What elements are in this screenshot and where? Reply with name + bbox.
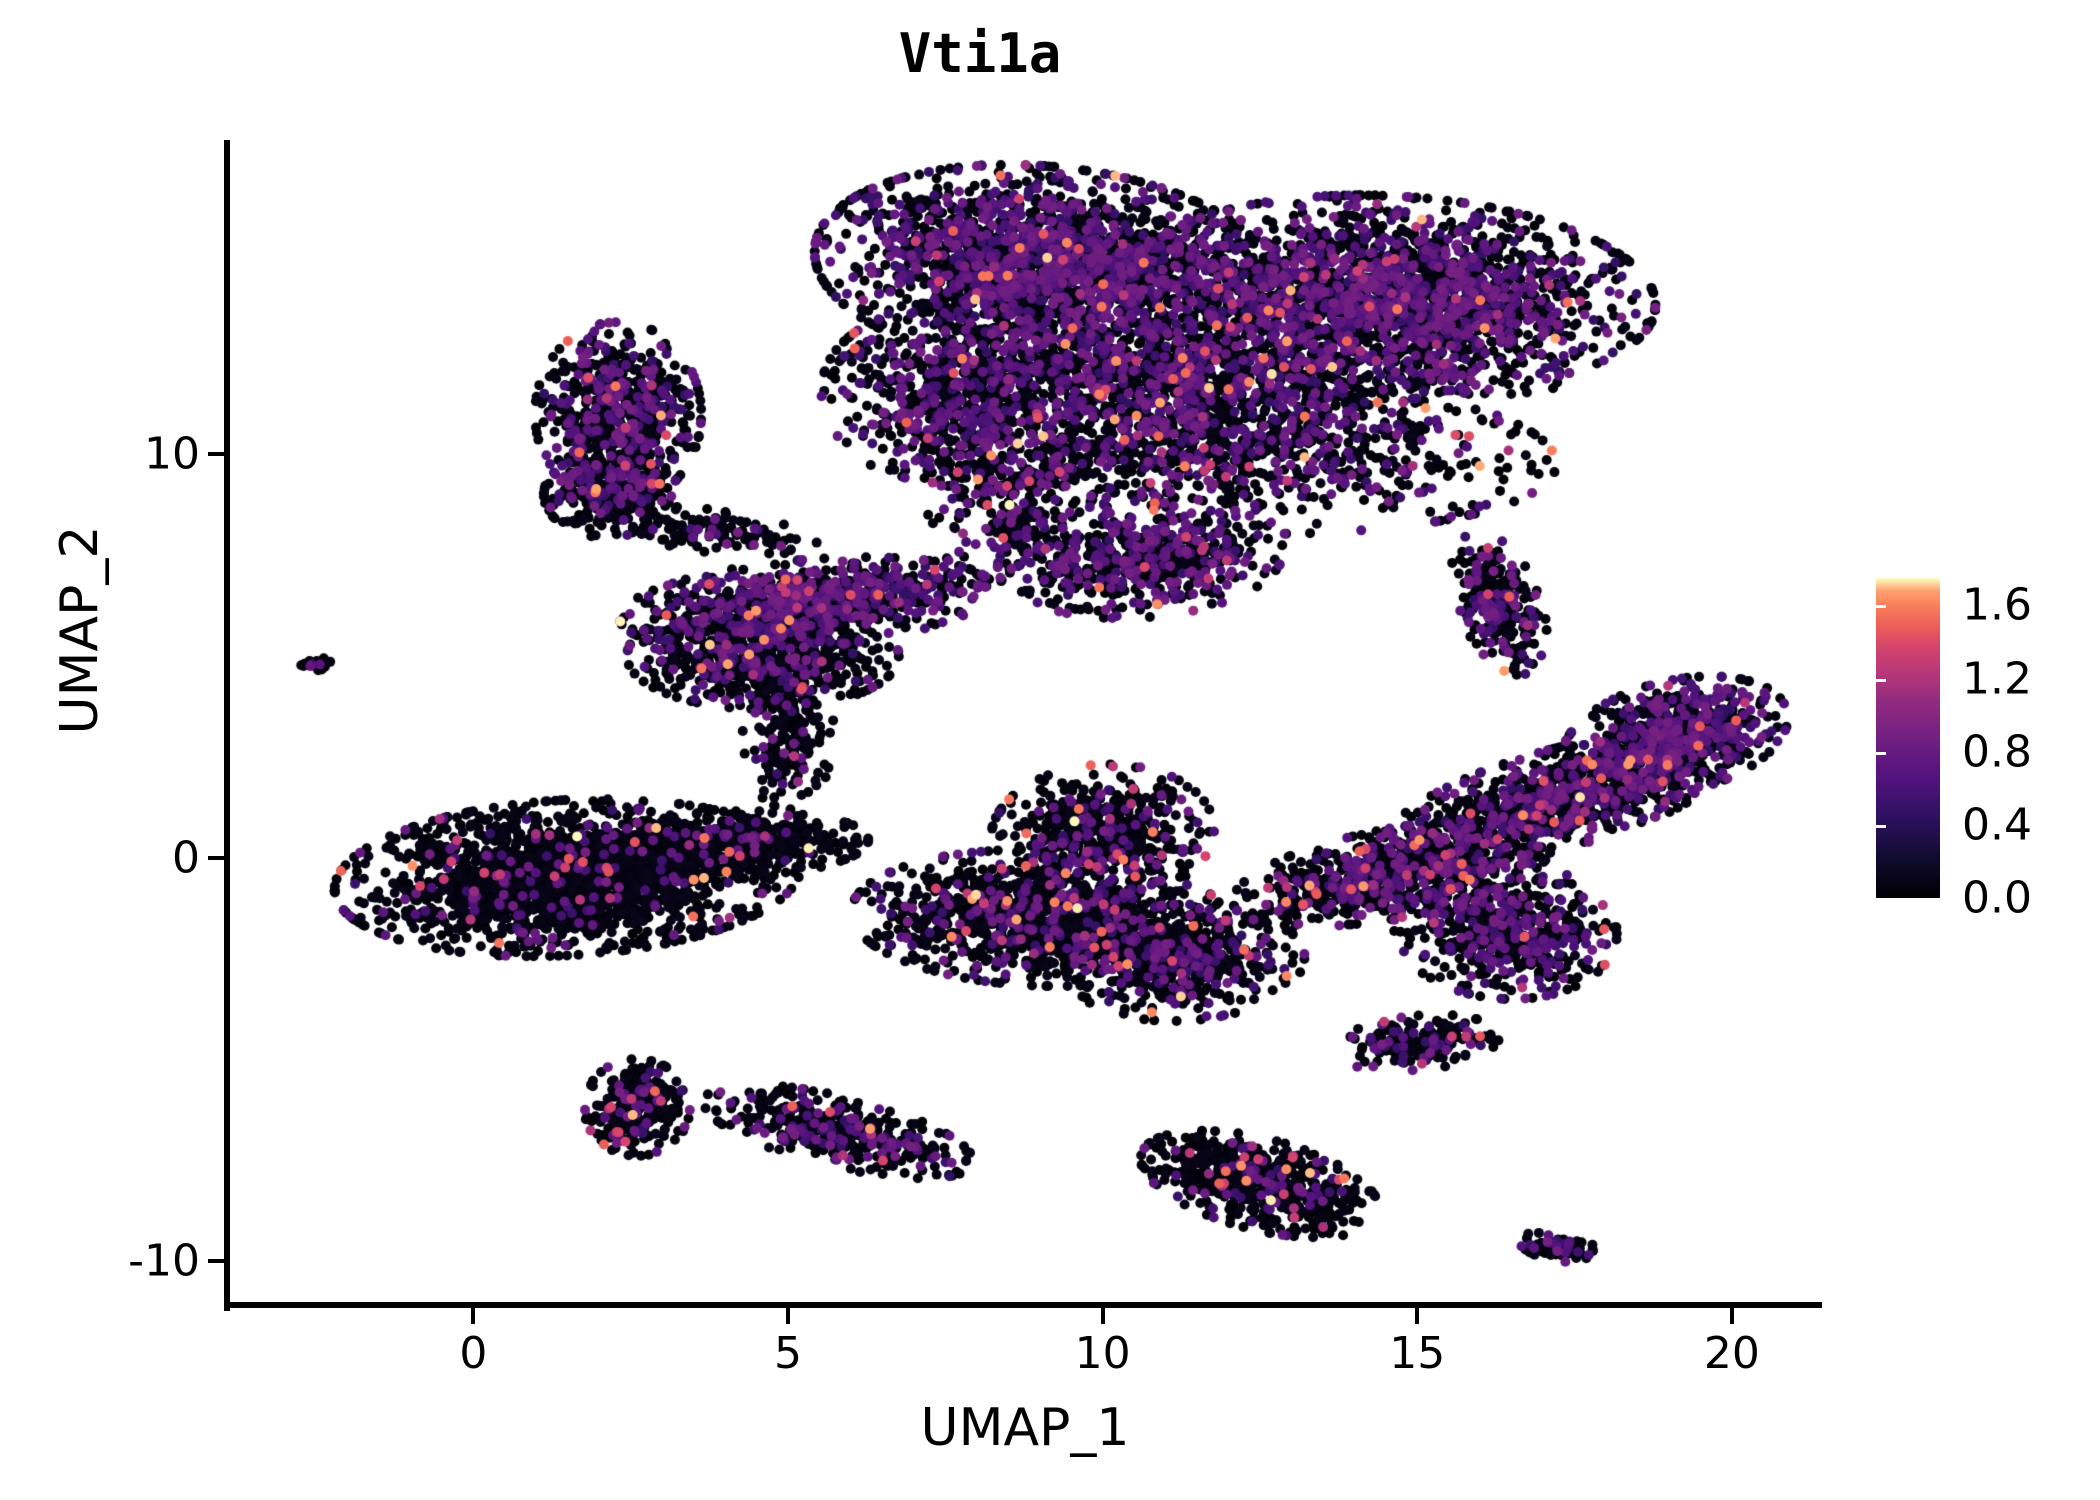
x-tick-mark [471, 1308, 476, 1324]
colorbar-tick-label: 0.4 [1962, 799, 2032, 851]
x-tick-mark [1415, 1308, 1420, 1324]
colorbar-tick-mark [1866, 751, 1876, 755]
colorbar-tick-mark [1876, 751, 1886, 755]
x-tick-mark [1100, 1308, 1105, 1324]
y-axis-label: UMAP_2 [50, 525, 110, 735]
x-tick-label: 20 [1703, 1328, 1760, 1379]
y-tick-mark [208, 452, 224, 457]
y-tick-mark [208, 855, 224, 860]
colorbar-tick-label: 0.0 [1962, 872, 2032, 924]
plot-axes-area [228, 140, 1820, 1305]
colorbar-tick-mark [1876, 678, 1886, 682]
scatter-plot-canvas [228, 140, 1820, 1305]
colorbar-tick-label: 0.8 [1962, 726, 2032, 778]
colorbar-tick-mark [1876, 824, 1886, 828]
x-tick-label: 15 [1389, 1328, 1446, 1379]
x-axis-label: UMAP_1 [920, 1398, 1130, 1458]
page-title: Vti1a [898, 22, 1062, 85]
x-tick-mark [1729, 1308, 1734, 1324]
colorbar-tick-mark [1866, 824, 1876, 828]
y-axis-spine [224, 140, 230, 1311]
y-tick-label: 0 [172, 832, 200, 884]
x-tick-mark [786, 1308, 791, 1324]
x-axis-spine [228, 1302, 1822, 1308]
x-tick-label: 5 [774, 1328, 803, 1379]
colorbar-tick-mark [1866, 678, 1876, 682]
y-tick-label: 10 [144, 428, 200, 480]
colorbar-tick-mark [1876, 605, 1886, 609]
colorbar-tick-label: 1.2 [1962, 653, 2032, 705]
colorbar-gradient [1876, 578, 1940, 898]
x-tick-label: 10 [1074, 1328, 1131, 1379]
colorbar-tick-label: 1.6 [1962, 579, 2032, 631]
colorbar-tick-mark [1866, 605, 1876, 609]
y-tick-mark [208, 1258, 224, 1263]
x-tick-label: 0 [459, 1328, 488, 1379]
y-tick-label: -10 [128, 1235, 200, 1287]
